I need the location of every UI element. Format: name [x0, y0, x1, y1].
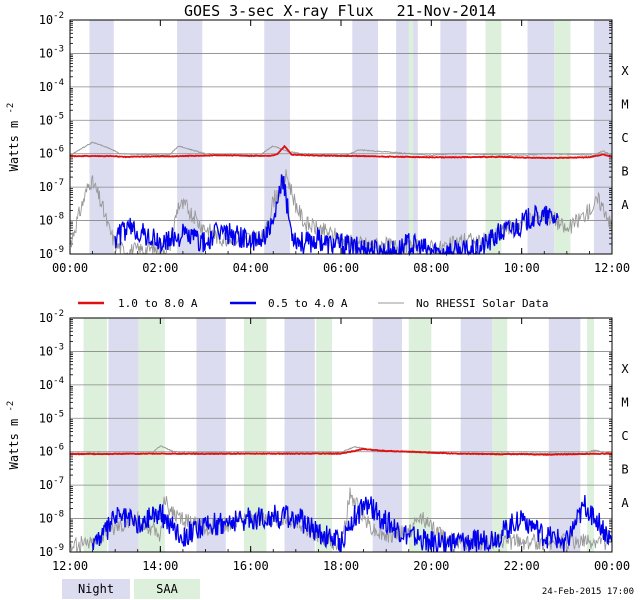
x-tick-label: 18:00 [323, 559, 359, 573]
plot-frame [69, 19, 613, 255]
saa-band [243, 318, 267, 552]
y-tick-label: 10-9 [39, 543, 64, 559]
series-long-no-rhessi [69, 141, 613, 157]
flare-class-label: A [621, 198, 629, 212]
night-band [396, 20, 418, 254]
x-tick-label: 22:00 [504, 559, 540, 573]
flare-class-label: M [621, 98, 628, 112]
y-tick-label: 10-8 [39, 212, 64, 228]
y-tick-label: 10-5 [39, 111, 64, 127]
bottom-panel: 10-2 10-3 10-4 10-5 10-6 10-7 10-8 10-9 X M C B A Wat… [6, 309, 630, 573]
night-band [196, 318, 226, 552]
x-tick-label: 14:00 [142, 559, 178, 573]
x-tick-label: 16:00 [233, 559, 269, 573]
y-tick-label: 10-7 [39, 178, 64, 194]
saa-band [485, 20, 502, 254]
flare-class-label: B [621, 462, 628, 476]
y-tick-label: 10-3 [39, 44, 64, 60]
saa-band [83, 318, 108, 552]
series-short-channel [91, 494, 613, 553]
x-tick-label: 02:00 [142, 261, 178, 275]
saa-band [554, 20, 571, 254]
saa-label: SAA [156, 582, 178, 596]
plot-frame [69, 317, 613, 553]
night-band [352, 20, 379, 254]
y-tick-label: 10-2 [39, 309, 64, 325]
y-tick-label: 10-6 [39, 443, 64, 459]
x-tick-label: 20:00 [413, 559, 449, 573]
saa-band [492, 318, 508, 552]
x-tick-label: 12:00 [52, 559, 88, 573]
night-band [548, 318, 581, 552]
night-band [527, 20, 555, 254]
flare-class-label: M [621, 396, 628, 410]
y-axis-title: Watts m -2 [6, 103, 21, 172]
night-band [460, 318, 493, 552]
y-tick-label: 10-5 [39, 409, 64, 425]
flare-class-label: A [621, 496, 629, 510]
y-tick-label: 10-4 [39, 376, 64, 392]
x-tick-label: 08:00 [413, 261, 449, 275]
y-tick-label: 10-6 [39, 145, 64, 161]
shading-legend: Night SAA [62, 579, 200, 599]
y-tick-label: 10-9 [39, 245, 64, 261]
y-tick-label: 10-2 [39, 11, 64, 27]
x-tick-label: 04:00 [233, 261, 269, 275]
saa-swatch [134, 579, 200, 599]
y-tick-label: 10-4 [39, 78, 64, 94]
night-band [89, 20, 114, 254]
x-tick-label: 10:00 [504, 261, 540, 275]
top-panel: 10-2 10-3 10-4 10-5 10-6 10-7 10-8 10-9 X M C B A Wat… [6, 11, 630, 275]
legend: 1.0 to 8.0 A 0.5 to 4.0 A No RHESSI Sola… [78, 297, 548, 310]
x-tick-label: 00:00 [52, 261, 88, 275]
chart-title: GOES 3-sec X-ray Flux 21-Nov-2014 [184, 2, 496, 20]
footer-timestamp: 24-Feb-2015 17:00 [542, 587, 634, 597]
y-tick-label: 10-3 [39, 342, 64, 358]
saa-band [316, 318, 332, 552]
night-label: Night [78, 582, 114, 596]
y-tick-label: 10-7 [39, 476, 64, 492]
legend-label-short: 0.5 to 4.0 A [268, 297, 348, 310]
y-tick-label: 10-8 [39, 510, 64, 526]
saa-band [408, 318, 432, 552]
flare-class-label: B [621, 164, 628, 178]
legend-label-long: 1.0 to 8.0 A [118, 297, 198, 310]
x-tick-label: 00:00 [594, 559, 630, 573]
night-band [264, 20, 290, 254]
saa-band [408, 20, 414, 254]
y-axis-title: Watts m -2 [6, 401, 21, 470]
x-tick-label: 06:00 [323, 261, 359, 275]
series-long-channel [69, 144, 613, 160]
night-band [440, 20, 467, 254]
night-swatch [62, 579, 130, 599]
saa-band [587, 318, 594, 552]
flare-class-label: C [621, 131, 628, 145]
legend-label-norhessi: No RHESSI Solar Data [416, 297, 548, 310]
flare-class-label: C [621, 429, 628, 443]
series-long-channel [69, 447, 613, 456]
flare-class-label: X [621, 64, 629, 78]
flare-class-label: X [621, 362, 629, 376]
x-tick-label: 12:00 [594, 261, 630, 275]
